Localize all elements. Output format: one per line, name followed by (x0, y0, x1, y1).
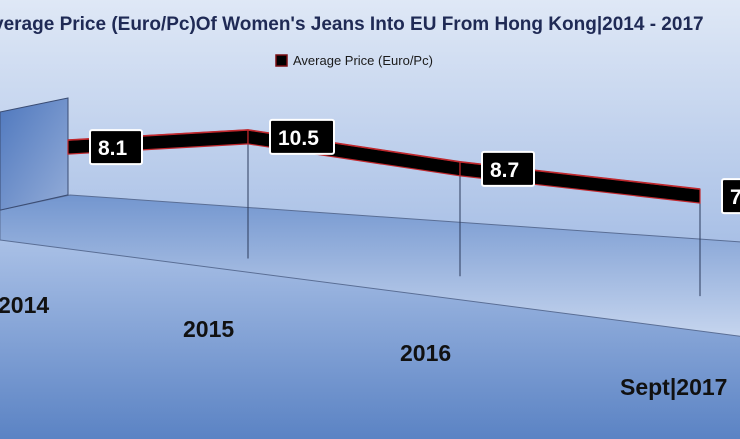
data-label: 10.5 (269, 118, 335, 155)
legend: Average Price (Euro/Pc) (275, 53, 433, 68)
data-label-value: 8.1 (98, 137, 128, 160)
chart-title: Average Price (Euro/Pc)Of Women's Jeans … (0, 14, 704, 35)
data-label-box (269, 118, 335, 155)
x-tick-label: 2016 (400, 340, 451, 366)
data-labels: 8.1 10.5 8.7 7.6 (89, 118, 740, 215)
x-axis-tick-labels: 2014 2015 2016 Sept|2017 (0, 292, 727, 400)
data-label-box (89, 129, 143, 166)
data-label-value: 7.6 (730, 186, 740, 209)
data-label: 8.1 (89, 129, 143, 166)
data-label: 7.6 (721, 178, 740, 215)
legend-label: Average Price (Euro/Pc) (293, 53, 433, 68)
data-label-box (481, 150, 535, 187)
gridlines (247, 143, 701, 297)
x-tick-label: 2014 (0, 292, 49, 318)
data-label: 8.7 (481, 150, 535, 187)
data-label-value: 10.5 (278, 127, 319, 150)
x-tick-label: 2015 (183, 316, 234, 342)
chart-back-wall (0, 97, 69, 211)
legend-swatch (275, 54, 288, 67)
data-label-box (721, 178, 740, 215)
x-tick-label: Sept|2017 (620, 374, 727, 400)
data-label-value: 8.7 (490, 159, 519, 182)
